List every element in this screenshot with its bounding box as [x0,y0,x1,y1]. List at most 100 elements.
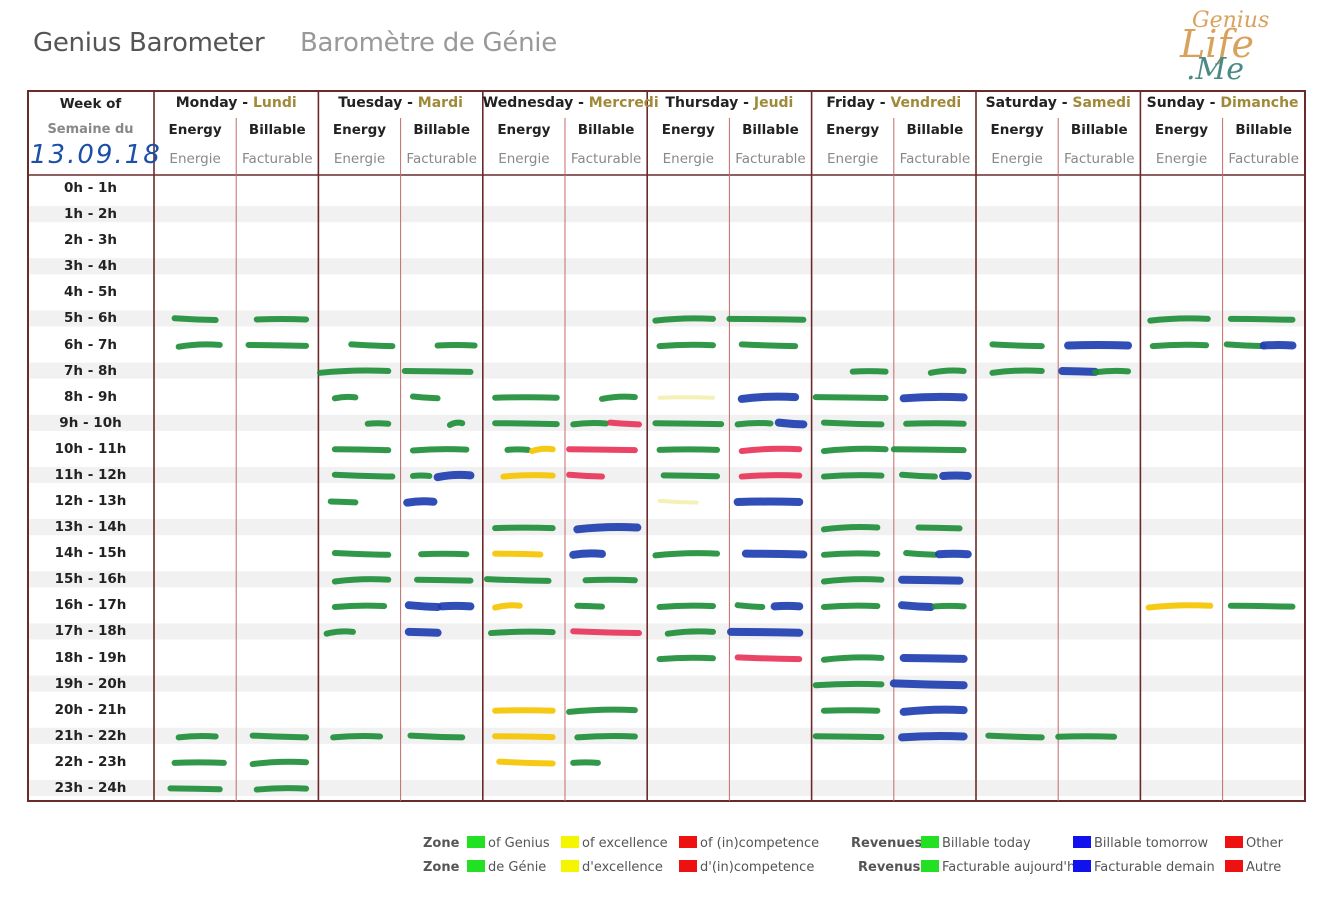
legend-text: Other [1246,836,1283,851]
marker-stroke-green [364,420,392,427]
hour-label: 18h - 19h [54,649,127,666]
billable-header: Billable [577,122,635,138]
hour-label: 23h - 24h [54,779,127,796]
energy-header: Energy [497,122,551,138]
hour-label: 3h - 4h [63,258,117,275]
day-header-tuesday: Tuesday - Mardi [318,95,482,111]
day-header-friday: Friday - Vendredi [812,95,976,111]
marker-stroke-green [734,602,766,610]
billable-header: Billable [1235,122,1293,138]
marker-stroke-blue [573,523,642,534]
energie-header: Energie [827,151,879,167]
legend-swatch [467,836,485,848]
legend-swatch [561,836,579,848]
legend-zone-item-fr: d'excellence [561,860,663,875]
day-name-en: Sunday [1146,95,1205,111]
marker-stroke-green [245,341,310,349]
marker-stroke-green [1149,341,1210,350]
billable-header: Billable [906,122,964,138]
day-separator: - [573,95,589,111]
grid-border [27,90,1306,802]
day-name-en: Saturday [985,95,1057,111]
marker-stroke-green [407,732,466,741]
marker-stroke-green [1092,367,1132,376]
marker-stroke-yellow [492,707,556,714]
marker-stroke-green [327,498,359,506]
marker-stroke-yellow [492,602,523,611]
row-shade [28,362,1305,379]
marker-stroke-green [1223,341,1267,350]
marker-stroke-green [330,733,384,741]
marker-stroke-green [418,550,470,558]
marker-stroke-green [323,628,356,637]
marker-stroke-blue [898,732,968,742]
marker-stroke-green [820,550,881,558]
marker-stroke-red [566,446,638,454]
marker-stroke-green [820,576,885,585]
marker-stroke-green [483,576,552,584]
day-name-en: Wednesday [482,95,574,111]
legend-swatch [1073,836,1091,848]
logo-line-1: Genius [1192,8,1270,33]
marker-stroke-green [409,472,433,479]
marker-stroke-blue [899,392,968,403]
row-shade [28,675,1305,692]
energy-header: Energy [168,122,222,138]
marker-stroke-green [348,341,396,350]
marker-stroke-green [820,707,881,714]
hour-label: 2h - 3h [63,232,117,249]
marker-stroke-red [566,471,605,480]
legend-revenue-item-fr: Facturable demain [1073,860,1215,875]
marker-stroke-blue [737,392,800,403]
row-shade [28,519,1305,536]
marker-stroke-green [1147,315,1211,324]
billable-header: Billable [1070,122,1128,138]
billable-header: Billable [413,122,471,138]
marker-stroke-green [820,445,889,455]
marker-stroke-green [849,368,889,375]
marker-stroke-blue [899,653,968,663]
marker-stroke-blue [403,497,438,507]
marker-stroke-pale_yellow [657,498,699,505]
day-header-thursday: Thursday - Jeudi [647,95,811,111]
hour-label: 17h - 18h [54,623,127,640]
energie-header: Energie [498,151,550,167]
day-name-fr: Dimanche [1220,95,1299,111]
marker-stroke-red [738,445,803,455]
marker-stroke-green [566,706,638,715]
marker-stroke-green [504,446,532,453]
week-date: 13.09.18 [30,140,162,170]
week-of-label: Week of [59,96,122,112]
day-separator: - [402,95,418,111]
legend-swatch [561,860,579,872]
energy-header: Energy [826,122,880,138]
hour-label: 22h - 23h [54,753,127,770]
marker-stroke-green [574,602,605,610]
marker-stroke-green [446,419,466,428]
hour-label: 5h - 6h [63,310,117,327]
day-header-sunday: Sunday - Dimanche [1140,95,1304,111]
day-name-fr: Jeudi [753,95,794,111]
energie-header: Energie [333,151,386,167]
marker-stroke-green [492,524,556,532]
legend-text: Zone [423,860,460,875]
legend-swatch [467,860,485,872]
hour-label: 21h - 22h [54,727,127,744]
facturable-header: Facturable [570,151,642,167]
marker-stroke-blue [433,470,475,482]
hour-label: 6h - 7h [63,336,117,353]
marker-stroke-green [249,758,310,768]
hour-label: 8h - 9h [63,388,117,405]
marker-stroke-green [812,680,885,689]
marker-stroke-green [434,342,478,349]
legend-text: d'excellence [582,860,663,875]
legend-zone-item: of Genius [467,836,550,851]
hour-label: 20h - 21h [54,701,127,718]
marker-stroke-blue [898,575,964,585]
marker-stroke-blue [939,471,972,480]
row-shade [28,258,1305,275]
day-name-en: Monday [175,95,238,111]
marker-stroke-green [167,785,223,793]
marker-stroke-green [570,420,610,428]
marker-stroke-blue [899,705,968,716]
